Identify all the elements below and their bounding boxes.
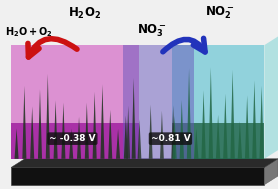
Polygon shape — [123, 45, 193, 159]
Polygon shape — [124, 115, 128, 159]
Polygon shape — [180, 100, 184, 159]
Polygon shape — [172, 45, 264, 159]
Polygon shape — [100, 84, 105, 159]
Polygon shape — [252, 80, 257, 159]
Polygon shape — [22, 86, 26, 159]
Polygon shape — [69, 129, 73, 159]
Polygon shape — [54, 100, 58, 159]
Polygon shape — [14, 128, 19, 159]
Text: $\mathbf{H_2O + O_2}$: $\mathbf{H_2O + O_2}$ — [5, 26, 53, 39]
Polygon shape — [138, 119, 141, 159]
Polygon shape — [230, 70, 235, 159]
Polygon shape — [11, 123, 139, 159]
Polygon shape — [38, 89, 42, 159]
Polygon shape — [259, 86, 264, 159]
Polygon shape — [201, 90, 206, 159]
Polygon shape — [216, 115, 220, 159]
Text: ~ -0.38 V: ~ -0.38 V — [49, 134, 96, 143]
Polygon shape — [11, 167, 264, 185]
Polygon shape — [77, 117, 81, 159]
Polygon shape — [223, 94, 227, 159]
Polygon shape — [30, 106, 34, 159]
Polygon shape — [172, 123, 264, 159]
Polygon shape — [93, 92, 97, 159]
Polygon shape — [46, 74, 50, 159]
Polygon shape — [172, 116, 177, 159]
Polygon shape — [264, 36, 278, 159]
Text: $\mathbf{NO_2^-}$: $\mathbf{NO_2^-}$ — [205, 4, 234, 21]
Polygon shape — [238, 121, 242, 159]
Polygon shape — [126, 106, 130, 159]
Polygon shape — [11, 159, 278, 167]
Text: $\mathbf{H_2O_2}$: $\mathbf{H_2O_2}$ — [68, 5, 101, 21]
Polygon shape — [160, 111, 164, 159]
Polygon shape — [61, 103, 65, 159]
Text: ~0.81 V: ~0.81 V — [151, 134, 190, 143]
Text: $\mathbf{NO_3^-}$: $\mathbf{NO_3^-}$ — [136, 23, 166, 39]
Polygon shape — [11, 45, 139, 159]
Polygon shape — [187, 68, 191, 159]
Polygon shape — [194, 128, 198, 159]
Polygon shape — [209, 67, 213, 159]
Polygon shape — [116, 129, 120, 159]
Polygon shape — [131, 78, 136, 159]
Polygon shape — [149, 105, 153, 159]
Polygon shape — [85, 103, 89, 159]
Polygon shape — [171, 105, 175, 159]
Polygon shape — [245, 95, 249, 159]
Polygon shape — [264, 159, 278, 185]
Polygon shape — [108, 110, 112, 159]
